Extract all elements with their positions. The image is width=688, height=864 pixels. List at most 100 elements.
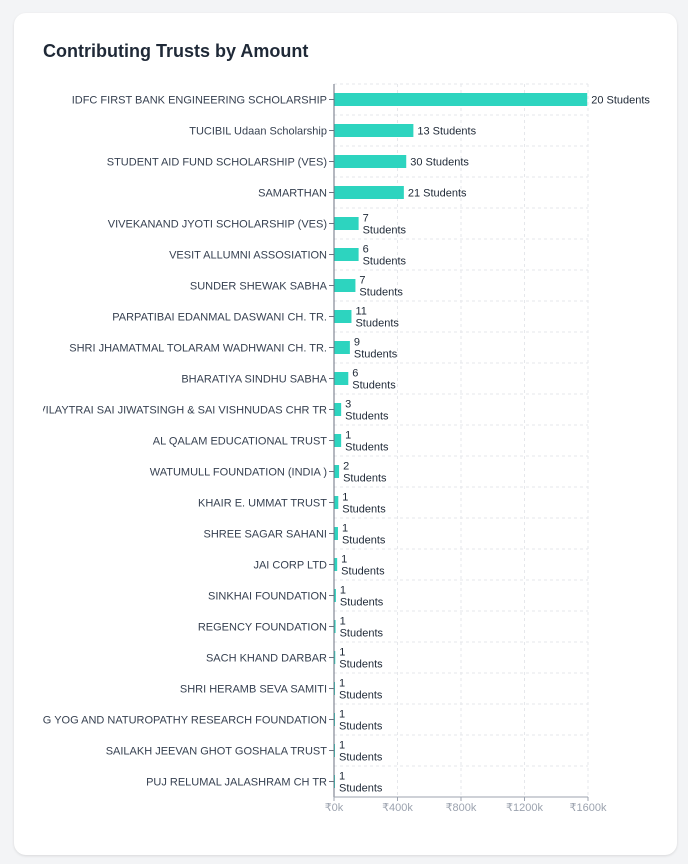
- data-label-line: 1: [345, 430, 351, 442]
- data-label: 1 Students: [341, 554, 385, 578]
- bar[interactable]: [334, 372, 349, 385]
- category-label: SUNDER SHEWAK SABHA: [190, 281, 328, 293]
- data-label-line: 1: [340, 616, 346, 628]
- data-label-line: 1: [342, 492, 348, 504]
- data-label-line: Students: [339, 659, 383, 671]
- category-label: JAI CORP LTD: [253, 560, 327, 572]
- data-label-line: Students: [345, 442, 389, 454]
- bar[interactable]: [334, 589, 336, 602]
- category-label: REGENCY FOUNDATION: [198, 622, 327, 634]
- category-label: ANG YOG AND NATUROPATHY RESEARCH FOUNDAT…: [28, 715, 328, 727]
- category-label: SHRI JHAMATMAL TOLARAM WADHWANI CH. TR.: [69, 343, 327, 355]
- data-label-line: Students: [355, 318, 399, 330]
- chart-grid: [334, 83, 589, 797]
- chart-card: [14, 13, 677, 855]
- bar[interactable]: [334, 310, 352, 323]
- data-label-line: Students: [339, 721, 383, 733]
- data-label: 1 Students: [345, 430, 389, 454]
- bar[interactable]: [334, 341, 350, 354]
- data-label-line: Students: [341, 566, 385, 578]
- data-label-line: 1: [339, 740, 345, 752]
- data-label-line: Students: [339, 752, 383, 764]
- category-label: SINKHAI FOUNDATION: [208, 591, 327, 603]
- category-label: SACH KHAND DARBAR: [206, 653, 327, 665]
- category-label: TUCIBIL Udaan Scholarship: [189, 126, 327, 138]
- data-label: 1 Students: [340, 616, 384, 640]
- bar[interactable]: [334, 279, 356, 292]
- x-tick-label: ₹1600k: [570, 802, 607, 814]
- data-label: 20 Students: [591, 95, 650, 107]
- data-label-line: Students: [363, 225, 407, 237]
- data-label-line: Students: [340, 628, 384, 640]
- data-label: 1 Students: [339, 740, 383, 764]
- data-label-line: 9: [354, 337, 360, 349]
- data-label-line: 11: [355, 306, 366, 318]
- bar[interactable]: [334, 248, 359, 261]
- chart-bars: [334, 93, 588, 788]
- chart-axes: [329, 84, 589, 801]
- data-label-line: 6: [352, 368, 358, 380]
- bar[interactable]: [334, 434, 342, 447]
- bar[interactable]: [334, 527, 338, 540]
- data-label-line: Students: [345, 411, 389, 423]
- data-label: 1 Students: [342, 492, 386, 516]
- bar[interactable]: [334, 651, 336, 664]
- data-label: 21 Students: [408, 188, 467, 200]
- data-label-line: 6: [363, 244, 369, 256]
- data-label: 11 Students: [355, 306, 399, 330]
- data-label: 1 Students: [339, 678, 383, 702]
- bar[interactable]: [334, 186, 404, 199]
- data-label: 6 Students: [352, 368, 396, 392]
- data-label-line: Students: [343, 473, 387, 485]
- data-label-line: Students: [363, 256, 407, 268]
- bar[interactable]: [334, 620, 336, 633]
- data-label-line: 2: [343, 461, 349, 473]
- data-label: 1 Students: [342, 523, 386, 547]
- bar[interactable]: [334, 217, 359, 230]
- data-label-line: Students: [354, 349, 398, 361]
- category-label: SAMARTHAN: [258, 188, 327, 200]
- bar[interactable]: [334, 403, 342, 416]
- data-label-line: Students: [342, 504, 386, 516]
- data-label: 7 Students: [363, 213, 407, 237]
- data-label-line: 3: [345, 399, 351, 411]
- data-label: 2 Students: [343, 461, 387, 485]
- data-label-line: 21 Students: [408, 188, 467, 200]
- category-label: AL QALAM EDUCATIONAL TRUST: [153, 436, 327, 448]
- bar[interactable]: [334, 93, 588, 106]
- data-label: 3 Students: [345, 399, 389, 423]
- data-label-line: Students: [340, 597, 384, 609]
- category-label: BHARATIYA SINDHU SABHA: [181, 374, 327, 386]
- data-label-line: Students: [339, 690, 383, 702]
- x-tick-labels: ₹0k ₹400k ₹800k ₹1200k ₹1600k: [325, 802, 607, 814]
- data-label: 30 Students: [410, 157, 469, 169]
- data-label-line: Students: [342, 535, 386, 547]
- data-label-line: 1: [339, 647, 345, 659]
- bar[interactable]: [334, 558, 338, 571]
- bar[interactable]: [334, 496, 339, 509]
- bar[interactable]: [334, 124, 414, 137]
- data-label-line: 1: [341, 554, 347, 566]
- data-label-line: 7: [363, 213, 369, 225]
- category-label: SHRI HERAMB SEVA SAMITI: [180, 684, 327, 696]
- category-label: IDFC FIRST BANK ENGINEERING SCHOLARSHIP: [72, 95, 327, 107]
- data-label-line: 1: [339, 709, 345, 721]
- chart-title: Contributing Trusts by Amount: [43, 41, 309, 61]
- data-label: 7 Students: [359, 275, 403, 299]
- data-label: 1 Students: [339, 647, 383, 671]
- data-label: 1 Students: [339, 771, 383, 795]
- data-label-line: 1: [339, 771, 345, 783]
- data-label-line: Students: [359, 287, 403, 299]
- data-label-line: 1: [342, 523, 348, 535]
- data-label-line: 1: [340, 585, 346, 597]
- data-label-line: Students: [352, 380, 396, 392]
- x-tick-label: ₹400k: [382, 802, 413, 814]
- bar[interactable]: [334, 465, 340, 478]
- data-label-line: 7: [359, 275, 365, 287]
- x-tick-label: ₹800k: [446, 802, 477, 814]
- category-label: SHREE SAGAR SAHANI: [204, 529, 327, 541]
- bar[interactable]: [334, 155, 407, 168]
- data-label: 1 Students: [339, 709, 383, 733]
